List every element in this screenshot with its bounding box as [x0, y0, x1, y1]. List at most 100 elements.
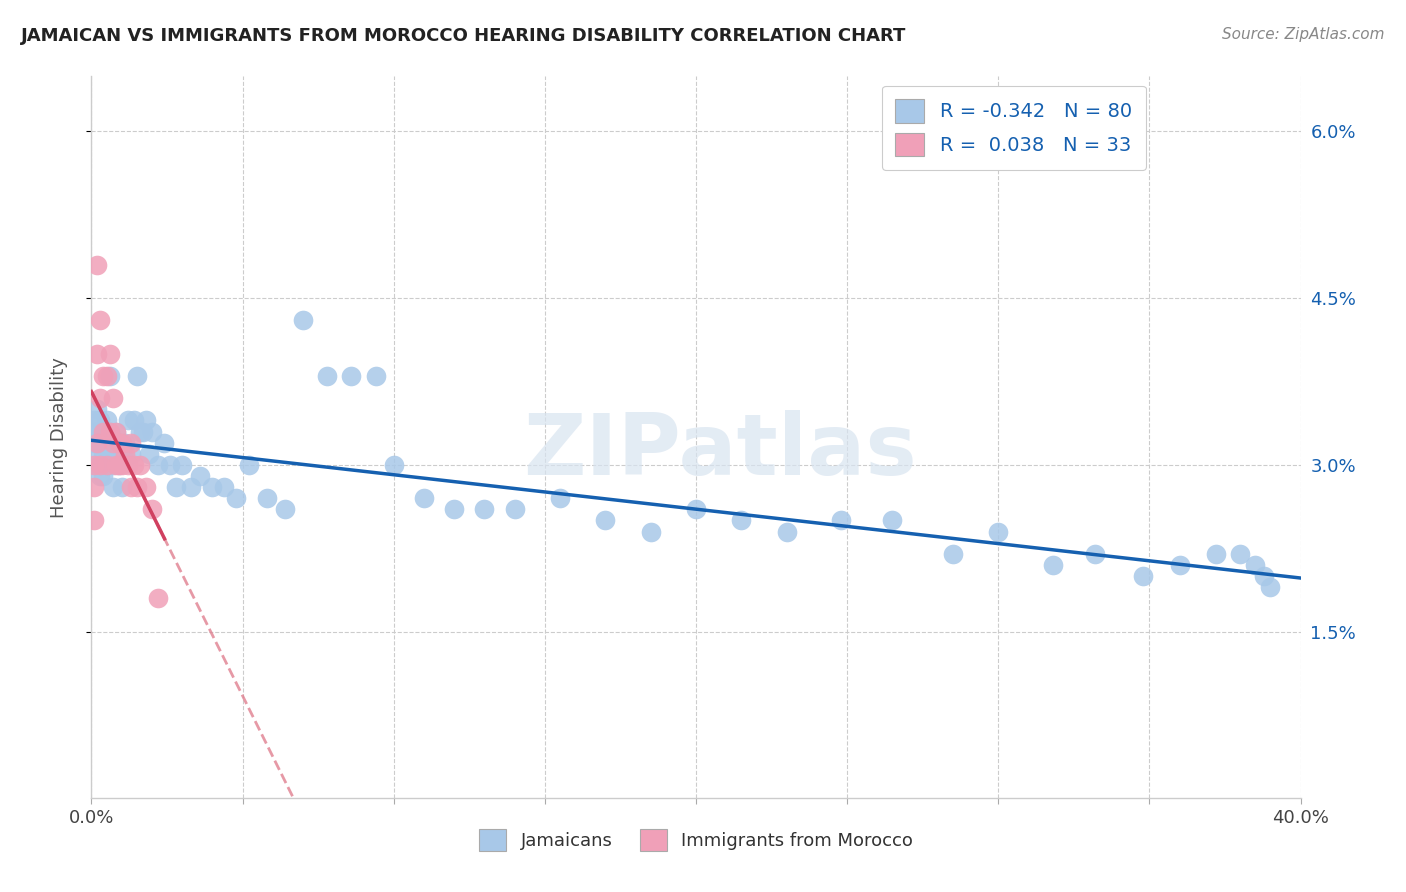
Point	[93, 425, 115, 439]
Point	[146, 458, 169, 472]
Point	[96, 458, 118, 472]
Point	[120, 480, 142, 494]
Point	[120, 435, 142, 450]
Point	[83, 480, 105, 494]
Point	[86, 458, 108, 472]
Point	[111, 480, 132, 494]
Point	[238, 458, 260, 472]
Point	[1244, 558, 1267, 572]
Point	[256, 491, 278, 506]
Point	[107, 435, 129, 450]
Point	[1168, 558, 1191, 572]
Point	[120, 447, 142, 461]
Point	[1229, 547, 1251, 561]
Point	[83, 458, 105, 472]
Point	[180, 480, 202, 494]
Point	[128, 458, 150, 472]
Point	[107, 435, 129, 450]
Point	[89, 469, 111, 483]
Point	[1084, 547, 1107, 561]
Point	[125, 480, 148, 494]
Point	[413, 491, 436, 506]
Point	[503, 502, 526, 516]
Point	[201, 480, 224, 494]
Point	[382, 458, 405, 472]
Point	[83, 425, 105, 439]
Y-axis label: Hearing Disability: Hearing Disability	[49, 357, 67, 517]
Point	[107, 458, 129, 472]
Point	[730, 513, 752, 527]
Point	[98, 347, 121, 361]
Point	[132, 425, 155, 439]
Point	[89, 413, 111, 427]
Point	[364, 368, 387, 383]
Point	[340, 368, 363, 383]
Point	[83, 513, 105, 527]
Point	[443, 502, 465, 516]
Point	[98, 425, 121, 439]
Text: Source: ZipAtlas.com: Source: ZipAtlas.com	[1222, 27, 1385, 42]
Point	[98, 425, 121, 439]
Point	[292, 313, 315, 327]
Point	[86, 258, 108, 272]
Point	[125, 368, 148, 383]
Point	[93, 368, 115, 383]
Point	[987, 524, 1010, 539]
Point	[128, 425, 150, 439]
Point	[1042, 558, 1064, 572]
Point	[274, 502, 297, 516]
Point	[172, 458, 194, 472]
Point	[114, 435, 136, 450]
Point	[89, 458, 111, 472]
Point	[96, 435, 118, 450]
Point	[117, 413, 139, 427]
Point	[942, 547, 965, 561]
Point	[101, 458, 124, 472]
Point	[225, 491, 247, 506]
Point	[153, 435, 176, 450]
Point	[89, 458, 111, 472]
Point	[101, 435, 124, 450]
Point	[107, 458, 129, 472]
Point	[122, 413, 145, 427]
Point	[882, 513, 904, 527]
Point	[86, 425, 108, 439]
Point	[86, 347, 108, 361]
Point	[1260, 580, 1282, 594]
Point	[472, 502, 495, 516]
Point	[96, 413, 118, 427]
Point	[86, 402, 108, 417]
Point	[89, 391, 111, 405]
Point	[159, 458, 181, 472]
Point	[89, 313, 111, 327]
Point	[111, 458, 132, 472]
Point	[101, 435, 124, 450]
Point	[93, 469, 115, 483]
Point	[111, 447, 132, 461]
Point	[141, 502, 163, 516]
Point	[117, 458, 139, 472]
Point	[548, 491, 571, 506]
Point	[1132, 569, 1154, 583]
Point	[86, 447, 108, 461]
Point	[135, 480, 157, 494]
Point	[96, 458, 118, 472]
Point	[141, 425, 163, 439]
Point	[685, 502, 707, 516]
Point	[96, 368, 118, 383]
Point	[146, 591, 169, 606]
Point	[316, 368, 339, 383]
Point	[114, 447, 136, 461]
Point	[98, 447, 121, 461]
Point	[595, 513, 617, 527]
Point	[101, 391, 124, 405]
Point	[83, 413, 105, 427]
Point	[188, 469, 211, 483]
Point	[89, 435, 111, 450]
Text: JAMAICAN VS IMMIGRANTS FROM MOROCCO HEARING DISABILITY CORRELATION CHART: JAMAICAN VS IMMIGRANTS FROM MOROCCO HEAR…	[21, 27, 907, 45]
Point	[214, 480, 236, 494]
Point	[93, 425, 115, 439]
Point	[83, 435, 105, 450]
Point	[93, 447, 115, 461]
Point	[104, 425, 127, 439]
